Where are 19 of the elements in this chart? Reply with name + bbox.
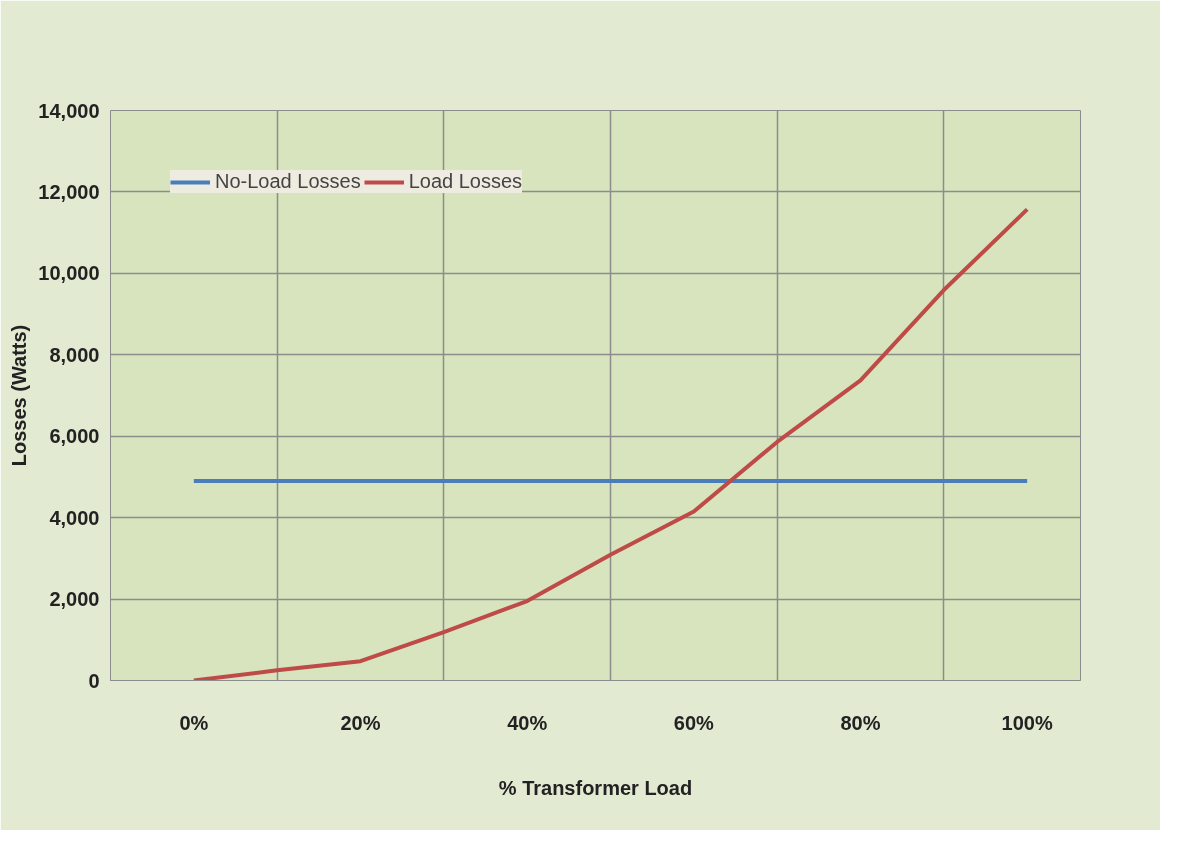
y-tick-label: 14,000 [38, 99, 100, 122]
x-tick-label: 60% [673, 711, 715, 734]
y-tick-label: 10,000 [38, 262, 100, 285]
y-tick-label: 12,000 [38, 180, 100, 203]
y-tick-label: 0 [88, 669, 100, 692]
x-tick-label: 100% [1001, 711, 1053, 734]
y-tick-label: 6,000 [49, 425, 100, 448]
x-tick-label: 80% [840, 711, 881, 734]
x-tick-label: 40% [507, 711, 548, 734]
x-axis-title: % Transformer Load [498, 776, 693, 799]
legend-label: Load Losses [408, 170, 523, 193]
line-series [191, 207, 1030, 681]
y-axis-title: Losses (Watts) [8, 324, 31, 467]
legend-label: No-Load Losses [215, 170, 361, 193]
y-tick-label: 2,000 [49, 588, 100, 611]
x-tick-label: 0% [179, 711, 209, 734]
y-tick-label: 4,000 [49, 506, 100, 529]
y-tick-label: 8,000 [49, 343, 100, 366]
x-tick-label: 20% [340, 711, 381, 734]
